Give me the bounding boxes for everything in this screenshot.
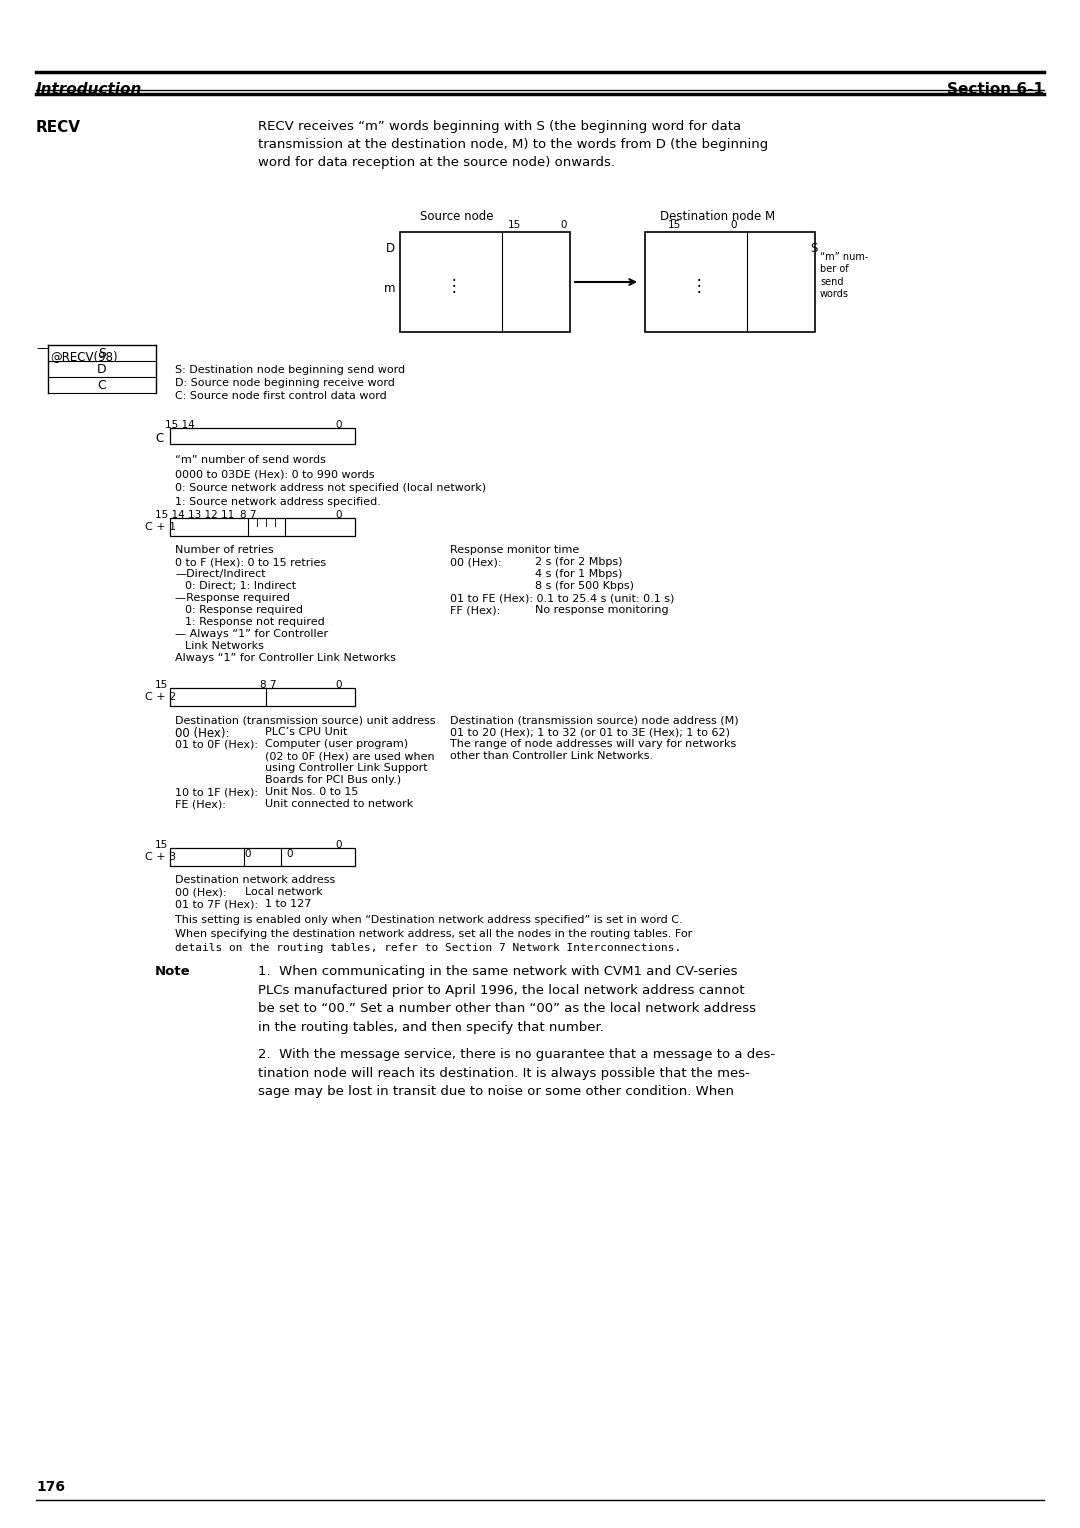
Text: —Direct/Indirect: —Direct/Indirect [175, 568, 266, 579]
Text: Computer (user program): Computer (user program) [265, 740, 408, 749]
Text: 00 (Hex):: 00 (Hex): [175, 727, 229, 740]
Text: C: C [97, 379, 106, 393]
Text: 1: Response not required: 1: Response not required [185, 617, 325, 626]
Text: Local network: Local network [245, 886, 323, 897]
Text: 10 to 1F (Hex):: 10 to 1F (Hex): [175, 787, 258, 798]
Text: 1 to 127: 1 to 127 [265, 898, 311, 909]
Text: 0: Direct; 1: Indirect: 0: Direct; 1: Indirect [185, 581, 296, 591]
Text: using Controller Link Support: using Controller Link Support [265, 762, 428, 773]
Text: 01 to 0F (Hex):: 01 to 0F (Hex): [175, 740, 258, 749]
Text: 15: 15 [508, 220, 522, 231]
Text: Link Networks: Link Networks [185, 642, 264, 651]
Text: m: m [383, 283, 395, 295]
Text: 1: Source network address specified.: 1: Source network address specified. [175, 497, 381, 507]
Text: 8 s (for 500 Kbps): 8 s (for 500 Kbps) [535, 581, 634, 591]
Text: 00 (Hex):: 00 (Hex): [450, 558, 501, 567]
Text: 0: 0 [335, 420, 341, 429]
Bar [170, 428, 355, 445]
Bar [170, 518, 355, 536]
Text: FE (Hex):: FE (Hex): [175, 799, 226, 808]
Text: C + 2: C + 2 [145, 692, 176, 701]
Text: S: S [98, 347, 106, 361]
Text: C: C [156, 432, 163, 445]
Text: Response monitor time: Response monitor time [450, 545, 579, 555]
Text: 8 7: 8 7 [240, 510, 257, 520]
Text: Destination node M: Destination node M [660, 209, 775, 223]
Text: 15 14 13 12 11: 15 14 13 12 11 [156, 510, 234, 520]
Text: D: D [386, 241, 395, 255]
Text: Source node: Source node [420, 209, 494, 223]
Text: Unit connected to network: Unit connected to network [265, 799, 414, 808]
Text: Section 6-1: Section 6-1 [947, 83, 1044, 96]
Bar [170, 848, 355, 866]
Text: FF (Hex):: FF (Hex): [450, 605, 500, 614]
Text: 01 to 20 (Hex); 1 to 32 (or 01 to 3E (Hex); 1 to 62): 01 to 20 (Hex); 1 to 32 (or 01 to 3E (He… [450, 727, 730, 736]
Text: 0: Response required: 0: Response required [185, 605, 303, 614]
Text: @RECV(98): @RECV(98) [50, 350, 118, 364]
Text: D: Source node beginning receive word: D: Source node beginning receive word [175, 377, 395, 388]
Text: 15: 15 [156, 840, 168, 850]
Text: 1.  When communicating in the same network with CVM1 and CV-series
PLCs manufact: 1. When communicating in the same networ… [258, 966, 756, 1033]
Text: No response monitoring: No response monitoring [535, 605, 669, 614]
Text: C + 3: C + 3 [145, 853, 176, 862]
Text: 8 7: 8 7 [260, 680, 276, 691]
Text: other than Controller Link Networks.: other than Controller Link Networks. [450, 750, 653, 761]
Text: (02 to 0F (Hex) are used when: (02 to 0F (Hex) are used when [265, 750, 434, 761]
Text: PLC’s CPU Unit: PLC’s CPU Unit [265, 727, 348, 736]
Text: 00 (Hex):: 00 (Hex): [175, 886, 227, 897]
Text: 0: Source network address not specified (local network): 0: Source network address not specified … [175, 483, 486, 494]
Text: 0: 0 [335, 510, 341, 520]
Text: ⋮: ⋮ [446, 277, 462, 295]
Text: The range of node addresses will vary for networks: The range of node addresses will vary fo… [450, 740, 737, 749]
Text: 176: 176 [36, 1481, 65, 1494]
Text: Destination (transmission source) unit address: Destination (transmission source) unit a… [175, 715, 435, 724]
Text: D: D [97, 364, 107, 376]
Text: 15: 15 [156, 680, 168, 691]
Text: 0: 0 [335, 680, 341, 691]
Text: Always “1” for Controller Link Networks: Always “1” for Controller Link Networks [175, 652, 396, 663]
Text: 15: 15 [669, 220, 681, 231]
Text: — Always “1” for Controller: — Always “1” for Controller [175, 630, 328, 639]
Text: —: — [36, 342, 49, 354]
Text: “m” num-
ber of
send
words: “m” num- ber of send words [820, 252, 868, 299]
Text: RECV receives “m” words beginning with S (the beginning word for data
transmissi: RECV receives “m” words beginning with S… [258, 121, 768, 170]
Text: details on the routing tables, refer to Section 7 Network Interconnections.: details on the routing tables, refer to … [175, 943, 681, 953]
Text: “m” number of send words: “m” number of send words [175, 455, 326, 465]
Text: Destination (transmission source) node address (M): Destination (transmission source) node a… [450, 715, 739, 724]
Text: 01 to 7F (Hex):: 01 to 7F (Hex): [175, 898, 258, 909]
Text: 01 to FE (Hex): 0.1 to 25.4 s (unit: 0.1 s): 01 to FE (Hex): 0.1 to 25.4 s (unit: 0.1… [450, 593, 674, 604]
Text: Boards for PCI Bus only.): Boards for PCI Bus only.) [265, 775, 401, 785]
Text: 0: 0 [730, 220, 737, 231]
Bar [645, 232, 815, 332]
Text: S: S [810, 241, 818, 255]
Text: 2.  With the message service, there is no guarantee that a message to a des-
tin: 2. With the message service, there is no… [258, 1048, 775, 1099]
Text: 15 14: 15 14 [165, 420, 194, 429]
Text: 0000 to 03DE (Hex): 0 to 990 words: 0000 to 03DE (Hex): 0 to 990 words [175, 469, 375, 478]
Text: S: Destination node beginning send word: S: Destination node beginning send word [175, 365, 405, 374]
Bar [400, 232, 570, 332]
Text: 0: 0 [335, 840, 341, 850]
Text: Unit Nos. 0 to 15: Unit Nos. 0 to 15 [265, 787, 359, 798]
Text: Note: Note [156, 966, 191, 978]
Text: 0: 0 [245, 850, 252, 859]
Text: This setting is enabled only when “Destination network address specified” is set: This setting is enabled only when “Desti… [175, 915, 683, 924]
Text: 0 to F (Hex): 0 to 15 retries: 0 to F (Hex): 0 to 15 retries [175, 558, 326, 567]
Text: C: Source node first control data word: C: Source node first control data word [175, 391, 387, 400]
Bar [170, 688, 355, 706]
Text: When specifying the destination network address, set all the nodes in the routin: When specifying the destination network … [175, 929, 692, 940]
Text: Number of retries: Number of retries [175, 545, 273, 555]
Text: Destination network address: Destination network address [175, 876, 335, 885]
Text: 2 s (for 2 Mbps): 2 s (for 2 Mbps) [535, 558, 622, 567]
Text: C + 1: C + 1 [145, 523, 176, 532]
Text: 0: 0 [561, 220, 567, 231]
Text: 0: 0 [287, 850, 294, 859]
Text: 4 s (for 1 Mbps): 4 s (for 1 Mbps) [535, 568, 622, 579]
Text: —Response required: —Response required [175, 593, 291, 604]
Text: RECV: RECV [36, 121, 81, 134]
Text: ⋮: ⋮ [691, 277, 707, 295]
Text: Introduction: Introduction [36, 83, 143, 96]
